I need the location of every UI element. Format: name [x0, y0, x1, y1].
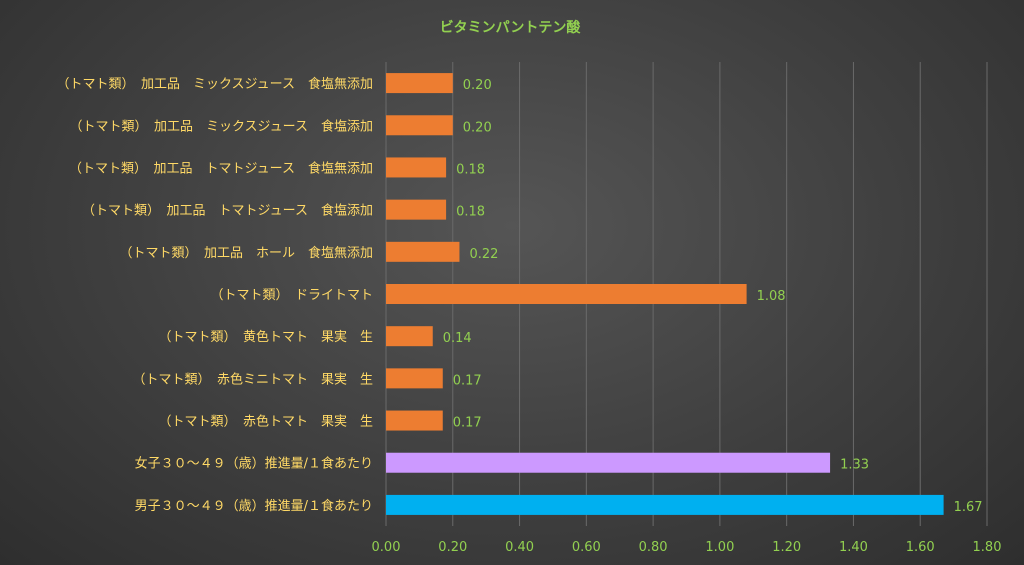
category-label: （トマト類） 加工品 トマトジュース 食塩添加 — [82, 203, 373, 219]
value-label: 0.17 — [453, 416, 482, 431]
bar — [386, 199, 447, 220]
value-label: 0.22 — [469, 247, 498, 262]
value-label: 0.18 — [456, 205, 485, 220]
category-label: 女子３０～４９（歳）推進量/１食あたり — [135, 456, 373, 472]
value-label: 0.17 — [453, 373, 482, 388]
x-tick-label: 1.80 — [973, 540, 1002, 555]
x-tick-label: 0.40 — [505, 540, 534, 555]
value-label: 0.20 — [463, 120, 492, 135]
value-label: 0.20 — [463, 78, 492, 93]
bar — [386, 284, 747, 304]
bar — [386, 157, 447, 178]
value-label: 1.08 — [757, 289, 786, 304]
x-tick-label: 0.20 — [438, 540, 467, 555]
x-tick-label: 1.20 — [772, 540, 801, 555]
category-label: （トマト類） 赤色トマト 果実 生 — [158, 414, 373, 430]
bar — [386, 368, 443, 389]
x-tick-label: 1.60 — [906, 540, 935, 555]
bar — [386, 241, 460, 262]
x-tick-label: 0.00 — [372, 540, 401, 555]
category-label: （トマト類） 赤色ミニトマト 果実 生 — [132, 371, 373, 387]
chart-title: ビタミンパントテン酸 — [440, 19, 582, 36]
bar — [386, 326, 433, 347]
x-axis-ticks: 0.00 0.20 0.40 0.60 0.80 1.00 1.20 1.40 1.60 1.80 — [372, 540, 1002, 555]
x-tick-label: 0.80 — [639, 540, 668, 555]
value-label: 1.33 — [840, 458, 869, 473]
x-tick-label: 0.60 — [572, 540, 601, 555]
bar — [386, 115, 453, 136]
bar — [386, 410, 443, 431]
value-label: 0.18 — [456, 162, 485, 177]
bar — [386, 494, 944, 515]
x-tick-label: 1.00 — [705, 540, 734, 555]
category-label: （トマト類） 黄色トマト 果実 生 — [158, 329, 373, 345]
category-label: （トマト類） 加工品 トマトジュース 食塩無添加 — [69, 160, 373, 176]
bars-group — [386, 73, 944, 515]
category-label: （トマト類） ドライトマト — [210, 288, 373, 303]
value-label: 0.14 — [443, 331, 472, 346]
category-label: 男子３０～４９（歳）推進量/１食あたり — [135, 498, 373, 514]
category-label: （トマト類） 加工品 ミックスジュース 食塩無添加 — [56, 76, 373, 92]
category-label: （トマト類） 加工品 ホール 食塩無添加 — [119, 245, 373, 261]
value-label: 1.67 — [954, 500, 983, 515]
value-labels: 0.20 0.20 0.18 0.18 0.22 1.08 0.14 0.17 0.17 1.33… — [443, 78, 983, 515]
category-labels: （トマト類） 加工品 ミックスジュース 食塩無添加 （トマト類） 加工品 ミックス… — [56, 76, 373, 514]
bar — [386, 73, 453, 94]
bar — [386, 452, 831, 473]
x-tick-label: 1.40 — [839, 540, 868, 555]
category-label: （トマト類） 加工品 ミックスジュース 食塩添加 — [69, 118, 373, 134]
